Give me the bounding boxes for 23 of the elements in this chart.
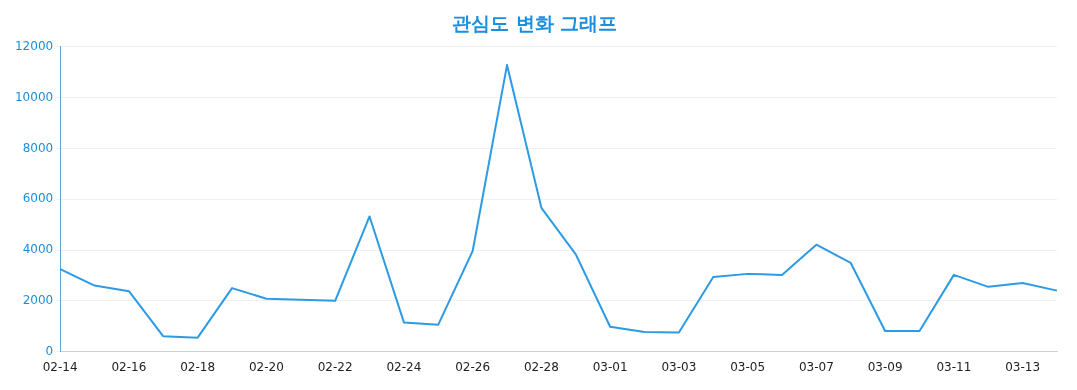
y-tick-label: 4000 [22,242,54,257]
y-tick-label: 0 [45,343,54,358]
x-tick-label: 03-03 [661,359,697,374]
y-tick-label: 6000 [22,191,54,206]
x-tick-label: 02-20 [248,359,284,374]
x-tick-label: 03-07 [798,359,834,374]
chart-title: 관심도 변화 그래프 [451,12,618,35]
x-tick-label: 03-09 [867,359,903,374]
x-tick-label: 02-18 [180,359,216,374]
y-tick-label: 12000 [14,38,54,53]
x-tick-label: 03-13 [1005,359,1041,374]
x-tick-label: 02-28 [523,359,559,374]
y-tick-label: 2000 [22,292,54,307]
x-tick-label: 02-22 [317,359,353,374]
x-tick-label: 02-14 [42,359,78,374]
x-tick-label: 02-24 [386,359,422,374]
x-tick-label: 03-01 [592,359,628,374]
x-tick-label: 03-05 [730,359,766,374]
x-tick-label: 02-16 [111,359,147,374]
x-tick-label: 02-26 [455,359,491,374]
x-tick-label: 03-11 [936,359,972,374]
y-tick-label: 8000 [22,140,54,155]
y-tick-label: 10000 [14,89,54,104]
